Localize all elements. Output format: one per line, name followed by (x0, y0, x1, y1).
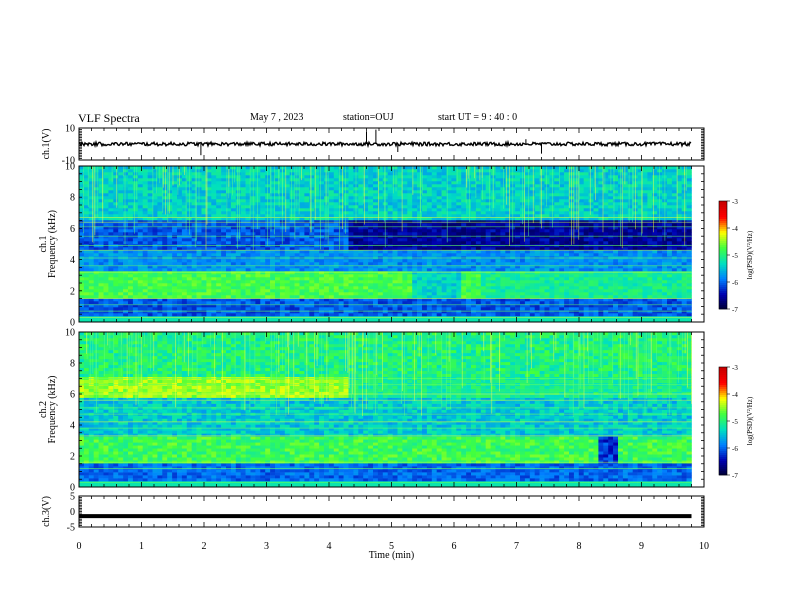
y-axis-label: ch.1(V) (41, 129, 52, 160)
y-tick-label: 4 (70, 255, 75, 266)
x-tick-label: 0 (77, 541, 82, 552)
colorbar-tick-label: -4 (732, 225, 738, 233)
y-tick-label: 6 (70, 224, 75, 235)
x-tick-label: 2 (202, 541, 207, 552)
y-tick-label: 10 (65, 162, 75, 173)
x-tick-label: 3 (264, 541, 269, 552)
spectrogram-ch2 (79, 332, 692, 488)
x-tick-label: 5 (389, 541, 394, 552)
y-tick-label: 2 (70, 286, 75, 297)
x-tick-label: 6 (452, 541, 457, 552)
y-tick-label: 5 (70, 492, 75, 503)
y-axis-label: ch.1 (38, 236, 49, 253)
y-tick-label: 0 (70, 507, 75, 518)
colorbar-tick-label: -3 (732, 198, 738, 206)
x-tick-label: 10 (699, 541, 709, 552)
colorbar-tick-label: -5 (732, 418, 738, 426)
colorbar-tick-label: -7 (732, 306, 738, 314)
y-tick-label: 2 (70, 452, 75, 463)
y-tick-label: 6 (70, 390, 75, 401)
colorbar-tick-label: -6 (732, 279, 738, 287)
y-tick-label: 10 (65, 328, 75, 339)
x-tick-label: 9 (639, 541, 644, 552)
colorbar-tick-label: -6 (732, 445, 738, 453)
x-tick-label: 1 (139, 541, 144, 552)
spectrogram-ch1 (79, 166, 692, 323)
x-axis-label: Time (min) (369, 550, 414, 561)
colorbar-label: log(PSD)(V²/Hz) (746, 396, 754, 445)
x-tick-label: 7 (514, 541, 519, 552)
colorbar-tick-label: -7 (732, 472, 738, 480)
date-label: May 7 , 2023 (250, 112, 304, 123)
colorbar-tick-label: -5 (732, 252, 738, 260)
y-axis-label: ch.2 (38, 401, 49, 418)
y-tick-label: -5 (67, 523, 75, 534)
chart-title: VLF Spectra (78, 111, 140, 125)
colorbar-tick-label: -3 (732, 364, 738, 372)
y-axis-label: Frequency (kHz) (47, 375, 58, 443)
colorbar (718, 200, 730, 310)
ch1-waveform-trace (78, 139, 692, 149)
colorbar-label: log(PSD)(V²/Hz) (746, 230, 754, 279)
y-tick-label: 10 (65, 124, 75, 135)
y-tick-label: 8 (70, 359, 75, 370)
x-tick-label: 4 (327, 541, 332, 552)
colorbar (718, 366, 730, 476)
y-axis-label: Frequency (kHz) (47, 210, 58, 278)
y-tick-label: 0 (70, 318, 75, 329)
y-tick-label: -10 (62, 156, 75, 167)
x-tick-label: 8 (577, 541, 582, 552)
colorbar-tick-label: -4 (732, 391, 738, 399)
y-axis-label: ch.3(V) (41, 496, 52, 527)
y-tick-label: 0 (70, 483, 75, 494)
station-label: station=OUJ (343, 112, 394, 123)
y-tick-label: 8 (70, 193, 75, 204)
start-time-label: start UT = 9 : 40 : 0 (438, 112, 518, 123)
y-tick-label: 4 (70, 421, 75, 432)
